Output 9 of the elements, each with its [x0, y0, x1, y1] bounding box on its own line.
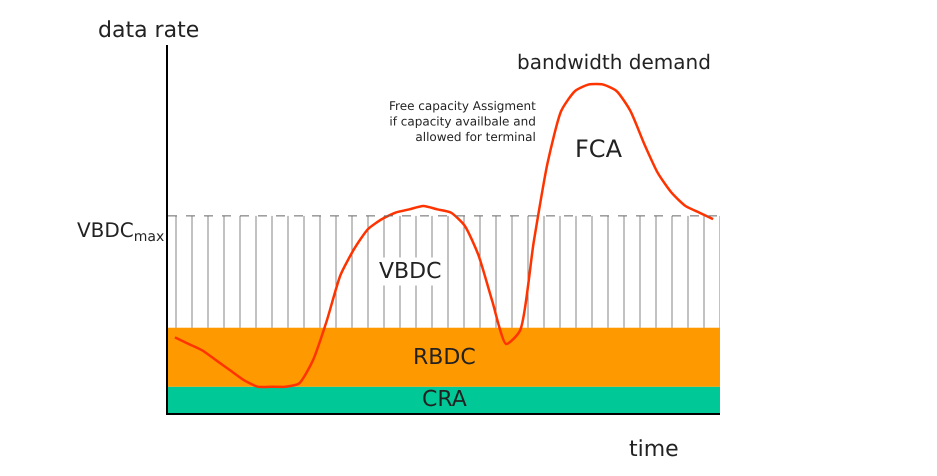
annotation: FCA — [575, 135, 623, 163]
annotation: Free capacity Assigment if capacity availbale and allowed for terminal — [389, 99, 536, 144]
y-axis-title: data rate — [98, 18, 200, 43]
band-label: RBDC — [413, 345, 476, 370]
band-label: CRA — [422, 387, 467, 412]
band-label: VBDC — [379, 259, 442, 284]
series-label: bandwidth demand — [517, 50, 711, 74]
x-axis-title: time — [629, 437, 679, 462]
ref-line-label: VBDC$_{max}$ — [77, 218, 164, 246]
